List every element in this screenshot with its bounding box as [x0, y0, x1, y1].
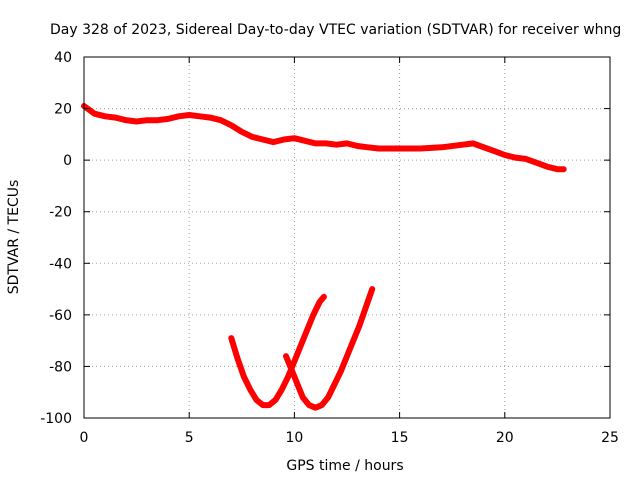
axis-ticks: -100 -80 -60 -40 -20 0 20 40 0 5 10 15 20 25 [40, 50, 619, 446]
series-line-dip-trace-2 [283, 286, 376, 411]
x-axis-label: GPS time / hours [286, 458, 403, 474]
y-tick-label: -100 [40, 411, 72, 427]
y-axis-label: SDTVAR / TECUs [6, 180, 22, 295]
plot-frame [83, 56, 611, 419]
x-tick-label: 0 [80, 430, 89, 446]
series-line-main-trace [81, 103, 567, 173]
y-tick-label: 40 [54, 50, 72, 66]
x-tick-label: 25 [601, 430, 619, 446]
y-tick-label: -60 [49, 308, 72, 324]
y-tick-label: -80 [49, 359, 72, 375]
y-tick-label: 20 [54, 102, 72, 118]
x-tick-label: 5 [185, 430, 194, 446]
series-line-dip-trace-1 [228, 293, 327, 409]
x-tick-label: 15 [391, 430, 409, 446]
y-tick-label: -40 [49, 256, 72, 272]
y-tick-label: 0 [63, 153, 72, 169]
x-tick-label: 10 [285, 430, 303, 446]
x-tick-label: 20 [496, 430, 514, 446]
chart-title: Day 328 of 2023, Sidereal Day-to-day VTE… [50, 22, 621, 38]
y-tick-label: -20 [49, 205, 72, 221]
plot-area [81, 103, 567, 411]
